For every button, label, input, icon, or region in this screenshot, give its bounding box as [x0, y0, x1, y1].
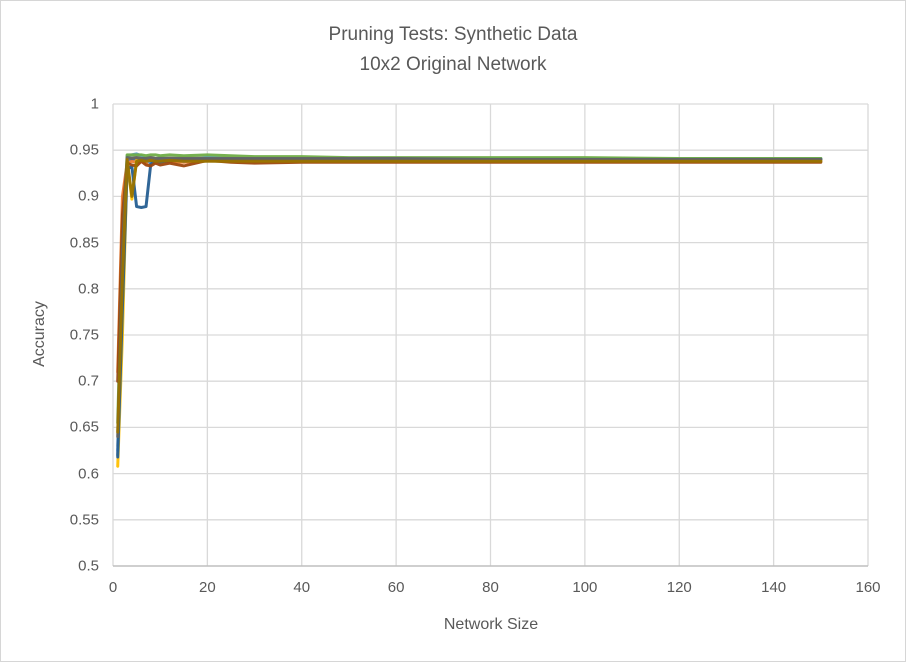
chart-title-line2: 10x2 Original Network	[359, 54, 547, 75]
x-tick-label: 120	[666, 579, 692, 596]
y-tick-label: 0.95	[69, 141, 99, 159]
y-tick-label: 0.8	[78, 280, 99, 298]
y-tick-label: 0.55	[69, 511, 99, 529]
line-series-4	[116, 157, 823, 468]
line-series-9	[116, 156, 823, 439]
line-series-10	[116, 157, 823, 434]
line-series-3	[116, 156, 823, 448]
line-series-1	[116, 157, 823, 457]
x-tick-label: 140	[761, 579, 787, 596]
y-axis-title: Accuracy	[31, 301, 48, 367]
y-tick-label: 0.9	[78, 187, 99, 205]
line-series-2	[116, 158, 823, 374]
y-tick-label: 0.85	[69, 234, 99, 252]
y-tick-label: 0.6	[78, 465, 99, 483]
x-tick-label: 0	[108, 579, 118, 596]
x-tick-label: 20	[199, 579, 216, 596]
x-tick-label: 160	[855, 579, 881, 596]
chart-title: Pruning Tests: Synthetic Data 10x2 Origi…	[1, 20, 905, 80]
chart-title-line1: Pruning Tests: Synthetic Data	[328, 24, 578, 45]
x-tick-label: 40	[293, 579, 311, 596]
y-tick-label: 0.7	[78, 372, 99, 390]
x-tick-label: 80	[482, 579, 499, 596]
line-series-5	[116, 152, 823, 452]
line-series-8	[116, 158, 823, 383]
x-axis-title: Network Size	[443, 616, 539, 633]
y-tick-label: 0.65	[69, 418, 99, 436]
y-tick-label: 1	[90, 95, 99, 113]
line-series-7	[116, 157, 823, 459]
y-tick-label: 0.5	[78, 557, 99, 575]
x-tick-label: 100	[572, 579, 598, 596]
x-tick-label: 60	[387, 579, 405, 596]
y-tick-label: 0.75	[69, 326, 99, 344]
